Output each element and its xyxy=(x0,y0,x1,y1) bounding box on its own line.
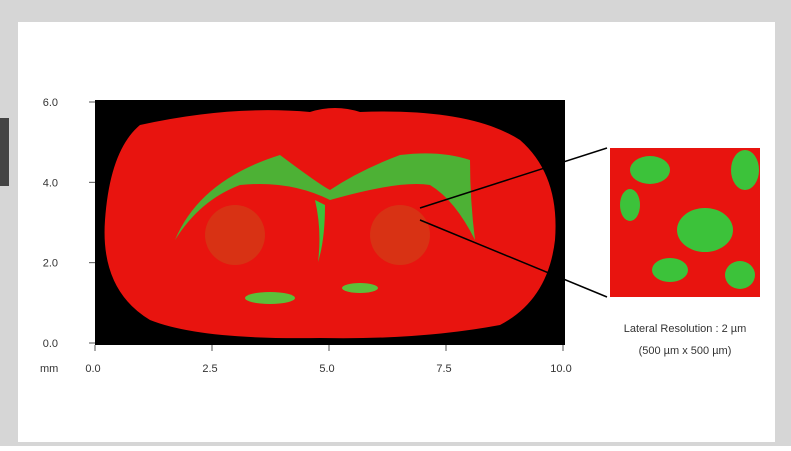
inset-caption: (500 µm x 500 µm) xyxy=(639,345,732,357)
inset-green xyxy=(630,156,670,184)
brain-section xyxy=(105,108,556,338)
side-tab xyxy=(0,118,9,186)
green-region xyxy=(245,292,295,304)
inset-green xyxy=(677,208,733,252)
figure: Lateral Resolution : 2 µm (500 µm x 500 … xyxy=(0,0,791,446)
y-tick-label: 2.0 xyxy=(43,258,58,270)
green-region xyxy=(342,283,378,293)
x-tick-label: 0.0 xyxy=(85,363,100,375)
inset-green xyxy=(652,258,688,282)
y-tick-label: 6.0 xyxy=(43,97,58,109)
inset-green xyxy=(725,261,755,289)
x-tick-label: 10.0 xyxy=(550,363,571,375)
inset-green xyxy=(731,150,759,190)
x-tick-label: 5.0 xyxy=(319,363,334,375)
inset-green xyxy=(620,189,640,221)
x-tick-label: 2.5 xyxy=(202,363,217,375)
x-tick-label: 7.5 xyxy=(436,363,451,375)
y-tick-label: 4.0 xyxy=(43,177,58,189)
textured-region xyxy=(205,205,265,265)
x-unit: mm xyxy=(40,363,58,375)
textured-region xyxy=(370,205,430,265)
page: Lateral Resolution : 2 µm (500 µm x 500 … xyxy=(0,0,791,446)
inset-caption: Lateral Resolution : 2 µm xyxy=(624,323,747,335)
y-tick-label: 0.0 xyxy=(43,338,58,350)
